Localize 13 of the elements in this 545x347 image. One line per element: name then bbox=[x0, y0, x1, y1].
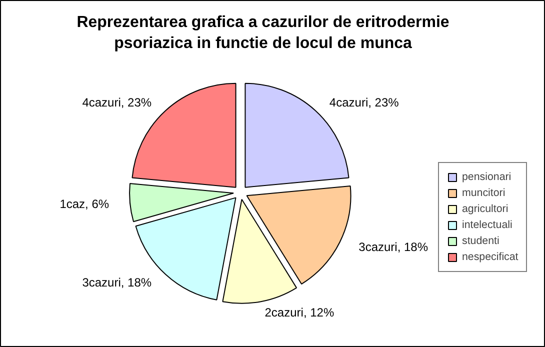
legend-label: muncitori bbox=[462, 187, 506, 199]
data-label: 2cazuri, 12% bbox=[264, 305, 334, 320]
data-label: 1caz, 6% bbox=[60, 196, 110, 211]
chart-title: Reprezentarea grafica a cazurilor de eritrodermie psoriazica in functie de locul de munca bbox=[76, 14, 450, 52]
legend-label: agricultori bbox=[462, 203, 508, 215]
data-label: 3cazuri, 18% bbox=[82, 276, 152, 290]
legend-label: nespecificat bbox=[462, 251, 518, 263]
data-label: 3cazuri, 18% bbox=[358, 240, 428, 254]
legend-label: intelectuali bbox=[462, 219, 512, 231]
legend-label: pensionari bbox=[462, 171, 512, 183]
legend-label: studenti bbox=[462, 235, 500, 247]
data-label: 4cazuri, 23% bbox=[329, 95, 400, 110]
data-label: 4cazuri, 23% bbox=[82, 95, 152, 110]
